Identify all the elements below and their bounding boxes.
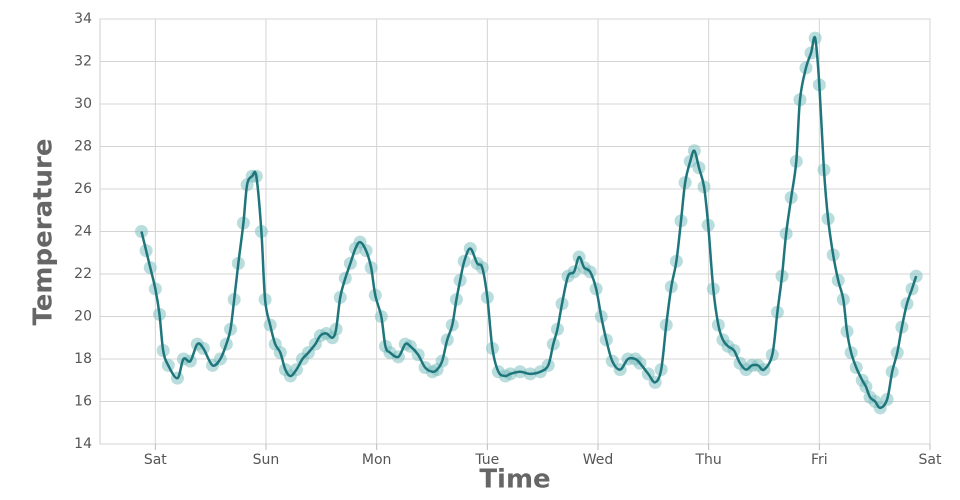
x-tick-label: Sat bbox=[919, 452, 942, 468]
y-tick-label: 30 bbox=[74, 96, 92, 112]
y-tick-label: 32 bbox=[74, 54, 92, 70]
y-tick-label: 34 bbox=[74, 11, 92, 27]
y-tick-label: 24 bbox=[74, 224, 92, 240]
x-tick-label: Tue bbox=[474, 452, 499, 468]
y-tick-label: 28 bbox=[74, 139, 92, 155]
y-tick-label: 20 bbox=[74, 309, 92, 325]
y-tick-label: 26 bbox=[74, 181, 92, 197]
x-tick-label: Wed bbox=[583, 452, 614, 468]
line bbox=[140, 35, 918, 410]
y-axis-title: Temperature bbox=[29, 138, 59, 325]
x-tick-label: Fri bbox=[811, 452, 828, 468]
y-tick-label: 18 bbox=[74, 351, 92, 367]
x-tick-label: Sat bbox=[144, 452, 167, 468]
x-tick-label: Sun bbox=[253, 452, 280, 468]
y-tick-label: 14 bbox=[74, 436, 92, 452]
x-tick-label: Mon bbox=[362, 452, 392, 468]
y-tick-label: 16 bbox=[74, 394, 92, 410]
y-tick-label: 22 bbox=[74, 266, 92, 282]
x-tick-label: Thu bbox=[695, 452, 722, 468]
x-axis-title: Time bbox=[479, 465, 550, 495]
